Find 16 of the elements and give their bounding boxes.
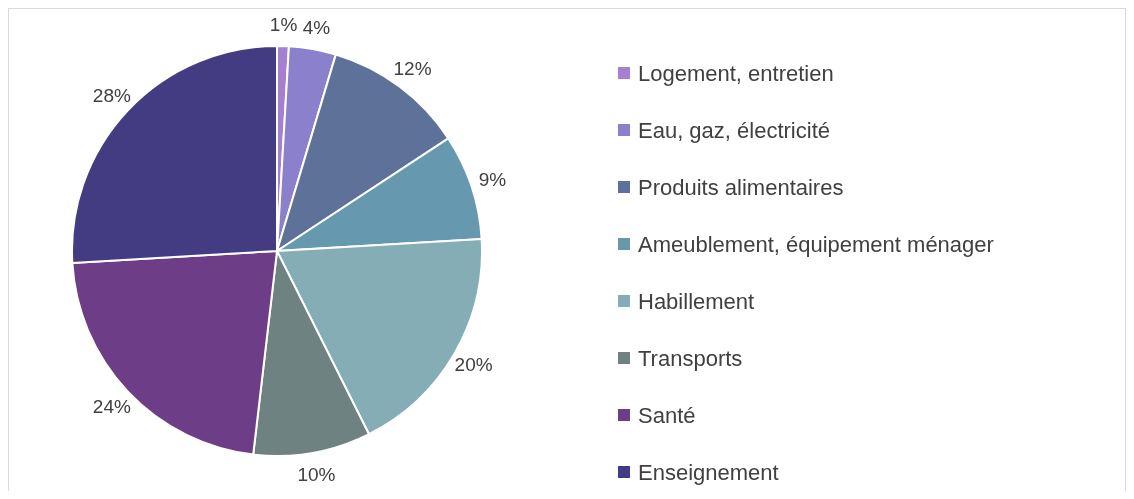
legend-label: Ameublement, équipement ménager: [638, 231, 994, 257]
legend-label: Produits alimentaires: [638, 174, 844, 200]
data-label: 28%: [92, 84, 131, 106]
data-label: 20%: [454, 354, 493, 375]
legend-label: Enseignement: [638, 459, 779, 485]
legend-label: Transports: [638, 345, 743, 371]
legend-label: Logement, entretien: [638, 60, 834, 86]
data-label: 9%: [478, 169, 507, 191]
data-label: 10%: [297, 464, 336, 486]
legend-label: Santé: [638, 402, 696, 428]
data-label: 12%: [393, 58, 432, 80]
legend-label: Eau, gaz, électricité: [638, 117, 830, 143]
data-label: 1%: [269, 13, 298, 35]
data-label: 4%: [302, 16, 331, 38]
data-label: 24%: [92, 396, 131, 418]
legend-label: Habillement: [638, 288, 755, 314]
